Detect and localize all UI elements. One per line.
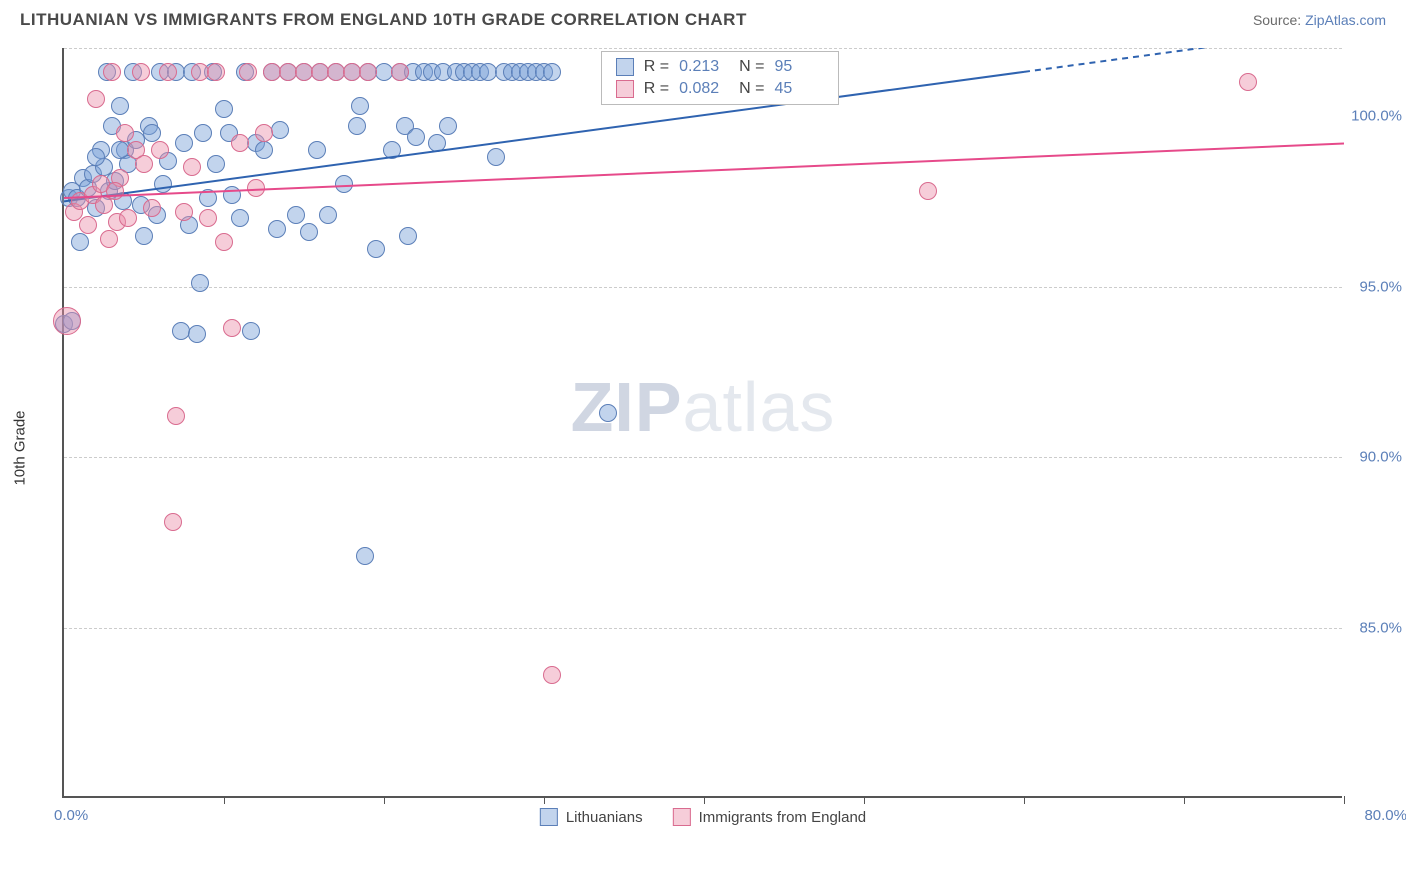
x-tick [1344,796,1345,804]
source-label: Source: [1253,12,1305,28]
stat-r-label: R = [644,80,669,98]
x-axis-max-label: 80.0% [1364,807,1406,824]
legend-label: Lithuanians [566,809,643,826]
stat-n-label: N = [739,58,764,76]
stat-r-label: R = [644,58,669,76]
stat-r-value: 0.213 [679,58,729,76]
stat-n-label: N = [739,80,764,98]
stats-legend-box: R = 0.213 N = 95 R = 0.082 N = 45 [601,51,840,105]
legend-label: Immigrants from England [699,809,867,826]
stats-row: R = 0.213 N = 95 [602,56,839,78]
legend-swatch [540,808,558,826]
y-tick-label: 85.0% [1359,619,1402,636]
chart-container: 10th Grade ZIPatlas 0.0% 80.0% Lithuania… [20,38,1386,858]
y-tick-label: 100.0% [1351,108,1402,125]
stats-row: R = 0.082 N = 45 [602,78,839,100]
trend-line [64,48,1344,798]
series-swatch [616,80,634,98]
y-tick-label: 95.0% [1359,278,1402,295]
plot-area: ZIPatlas 0.0% 80.0% LithuaniansImmigrant… [62,48,1342,798]
legend-item: Immigrants from England [673,808,867,826]
chart-title: LITHUANIAN VS IMMIGRANTS FROM ENGLAND 10… [20,10,747,30]
legend: Lithuanians Immigrants from England [540,808,866,826]
stat-r-value: 0.082 [679,80,729,98]
chart-header: LITHUANIAN VS IMMIGRANTS FROM ENGLAND 10… [0,0,1406,38]
x-axis-min-label: 0.0% [54,807,88,824]
legend-swatch [673,808,691,826]
series-swatch [616,58,634,76]
source-attribution: Source: ZipAtlas.com [1253,12,1386,28]
y-axis-label: 10th Grade [12,410,29,485]
y-tick-label: 90.0% [1359,449,1402,466]
legend-item: Lithuanians [540,808,643,826]
stat-n-value: 95 [774,58,824,76]
stat-n-value: 45 [774,80,824,98]
source-link[interactable]: ZipAtlas.com [1305,12,1386,28]
